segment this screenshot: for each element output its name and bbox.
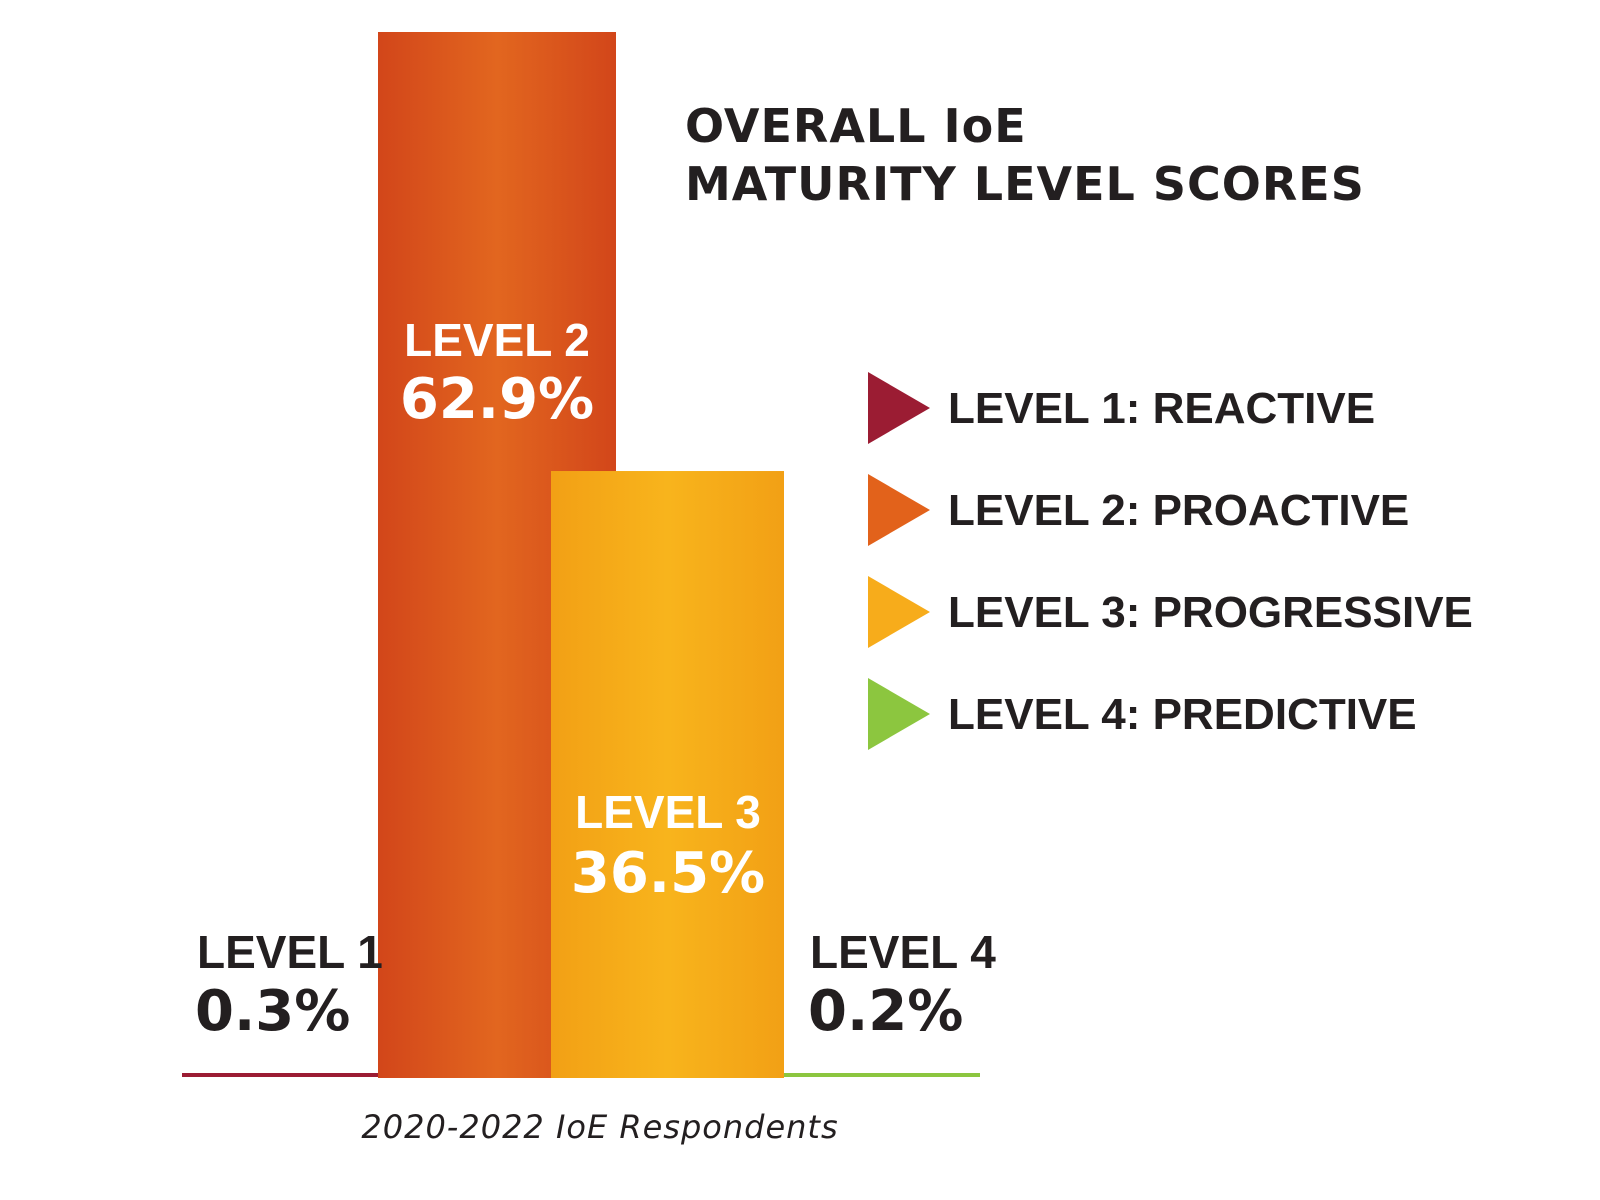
legend-entry-level-2: LEVEL 2: PROACTIVE xyxy=(948,486,1409,535)
chart-title-line-2: MATURITY LEVEL SCORES xyxy=(685,157,1365,211)
bar-value-level-4: 0.2% xyxy=(808,979,963,1044)
bar-level-3 xyxy=(551,471,784,1079)
legend-triangle-icon-level-2 xyxy=(868,474,930,546)
chart-caption: 2020-2022 IoE Respondents xyxy=(361,1108,838,1146)
legend: LEVEL 1: REACTIVE LEVEL 2: PROACTIVE LEV… xyxy=(868,372,1473,750)
legend-entry-level-3: LEVEL 3: PROGRESSIVE xyxy=(948,588,1473,637)
bar-value-level-3: 36.5% xyxy=(571,841,765,906)
legend-entry-level-4: LEVEL 4: PREDICTIVE xyxy=(948,690,1417,739)
bar-label-level-1: LEVEL 1 xyxy=(197,926,383,978)
bar-label-level-3: LEVEL 3 xyxy=(575,786,761,838)
bar-value-level-1: 0.3% xyxy=(195,979,350,1044)
legend-triangle-icon-level-3 xyxy=(868,576,930,648)
legend-triangle-icon-level-1 xyxy=(868,372,930,444)
legend-entry-level-1: LEVEL 1: REACTIVE xyxy=(948,384,1375,433)
bar-label-level-4: LEVEL 4 xyxy=(810,926,996,978)
bar-value-level-2: 62.9% xyxy=(400,367,594,432)
legend-triangle-icon-level-4 xyxy=(868,678,930,750)
bar-label-level-2: LEVEL 2 xyxy=(404,314,590,366)
chart-title-line-1: OVERALL IoE xyxy=(685,99,1027,153)
